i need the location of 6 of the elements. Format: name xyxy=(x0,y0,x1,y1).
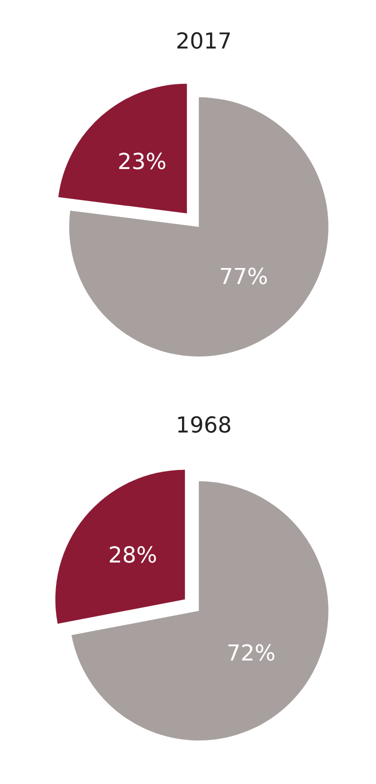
data-label: 72% xyxy=(226,642,276,667)
data-label: 28% xyxy=(108,544,158,569)
data-label: 77% xyxy=(219,265,268,290)
data-label: 23% xyxy=(118,150,167,176)
chart-title: 1968 xyxy=(176,414,232,438)
chart-title: 2017 xyxy=(176,30,232,54)
